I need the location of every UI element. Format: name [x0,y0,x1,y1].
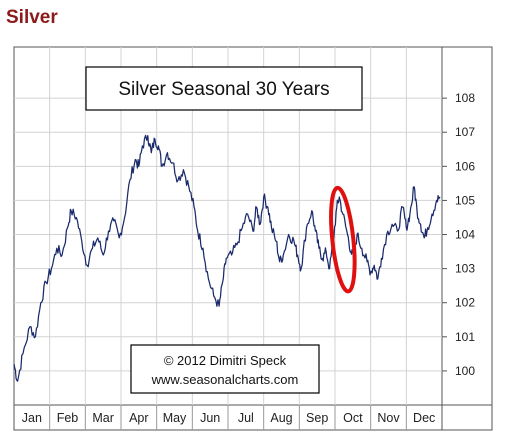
y-tick-label: 105 [455,193,475,207]
highlight-ellipse [329,185,357,294]
y-tick-label: 101 [455,330,475,344]
y-tick-label: 103 [455,262,475,276]
month-label: Dec [413,411,435,425]
month-label: Mar [92,411,114,425]
chart-frame [13,46,493,431]
y-axis-ticks: 100 101 102 103 104 105 106 107 108 [442,91,475,378]
y-tick-label: 104 [455,228,475,242]
month-label: Feb [57,411,79,425]
highlight-layer [329,185,357,294]
month-label: May [163,411,187,425]
series-layer [13,134,441,382]
y-tick-label: 108 [455,91,475,105]
copyright-box [130,344,320,394]
y-tick-label: 107 [455,125,475,139]
month-label: Oct [343,411,363,425]
chart-border [13,46,493,431]
month-label: Jun [200,411,220,425]
y-tick-label: 100 [455,364,475,378]
month-label: Jul [238,411,254,425]
chart-title-box [85,66,363,111]
copyright-text: © 2012 Dimitri Speck [164,353,287,368]
copyright-website: www.seasonalcharts.com [151,372,299,387]
page-title: Silver [6,7,58,28]
month-label: Nov [377,411,400,425]
month-label: Apr [129,411,148,425]
month-label: Jan [22,411,42,425]
chart-title: Silver Seasonal 30 Years [118,79,329,100]
x-axis-months: Jan Feb Mar Apr May Jun Jul Aug Sep Oct Nov Dec [22,411,436,425]
month-label: Aug [270,411,292,425]
month-label: Sep [306,411,328,425]
series-line [13,134,441,382]
y-tick-label: 102 [455,296,475,310]
y-tick-label: 106 [455,159,475,173]
